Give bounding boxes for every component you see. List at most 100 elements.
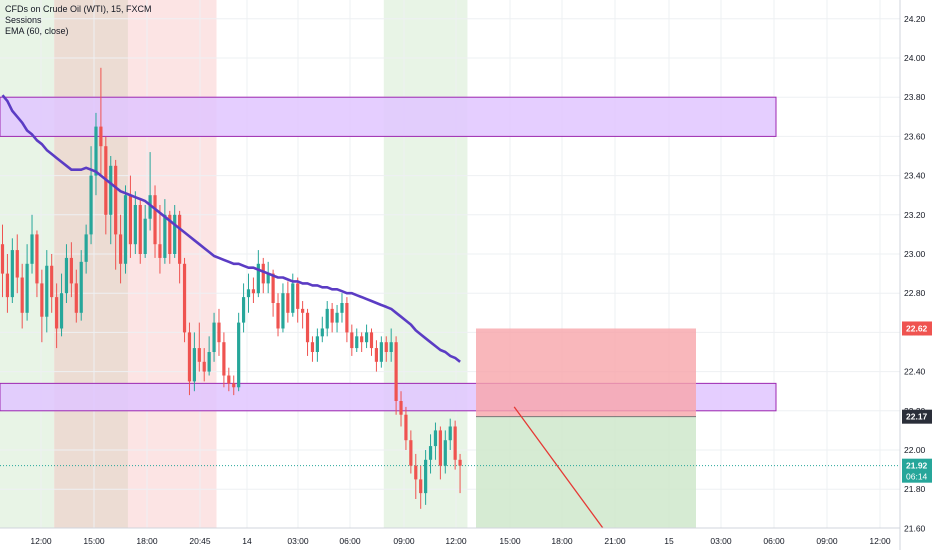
- x-tick-label: 09:00: [393, 536, 415, 546]
- candle-body: [118, 234, 123, 264]
- candle-body: [69, 257, 73, 284]
- y-tick-label: 23.00: [904, 249, 926, 259]
- y-tick-label: 23.60: [904, 131, 926, 141]
- candle-body: [291, 283, 295, 313]
- ema-indicator-label[interactable]: EMA (60, close): [5, 26, 69, 36]
- candle-body: [173, 214, 177, 254]
- x-tick-label: 18:00: [551, 536, 573, 546]
- candle-body: [443, 440, 447, 466]
- candle-body: [237, 322, 241, 388]
- candle-body: [35, 234, 39, 284]
- candle-body: [109, 165, 113, 215]
- x-tick-label: 21:00: [604, 536, 626, 546]
- candle-body: [59, 293, 64, 329]
- candle-body: [158, 244, 162, 258]
- candle-body: [40, 283, 44, 317]
- x-tick-label: 12:00: [869, 536, 891, 546]
- y-tick-label: 22.80: [904, 288, 926, 298]
- candle-body: [0, 244, 5, 274]
- x-tick-label: 06:00: [763, 536, 785, 546]
- x-tick-label: 20:45: [189, 536, 211, 546]
- candle-body: [404, 414, 408, 441]
- candle-body: [433, 430, 438, 447]
- x-tick-label: 12:00: [445, 536, 467, 546]
- candle-body: [178, 214, 182, 264]
- candle-body: [15, 250, 19, 278]
- candle-body: [138, 205, 142, 254]
- candle-body: [389, 342, 393, 352]
- chart-legend: CFDs on Crude Oil (WTI), 15, FXCM Sessio…: [5, 4, 152, 37]
- sessions-indicator-label[interactable]: Sessions: [5, 15, 42, 25]
- candle-body: [114, 165, 118, 235]
- candle-body: [74, 283, 78, 313]
- candle-body: [315, 336, 319, 352]
- candle-body: [79, 261, 83, 313]
- y-tick-label: 21.60: [904, 523, 926, 533]
- symbol-title[interactable]: CFDs on Crude Oil (WTI), 15, FXCM: [5, 4, 152, 14]
- x-tick-label: 09:00: [816, 536, 838, 546]
- candles: [0, 67, 462, 509]
- y-tick-label: 21.80: [904, 484, 926, 494]
- x-tick-label: 12:00: [30, 536, 52, 546]
- candle-body: [310, 342, 315, 352]
- y-tick-label: 23.80: [904, 92, 926, 102]
- candle-body: [182, 263, 187, 333]
- candle-body: [202, 361, 206, 372]
- current-price-label-bg: [902, 458, 932, 483]
- candle-body: [55, 297, 59, 329]
- candle-body: [448, 426, 452, 441]
- stop-loss-zone: [476, 328, 696, 417]
- candle-body: [123, 195, 128, 264]
- candle-body: [133, 205, 137, 245]
- y-tick-label: 22.40: [904, 367, 926, 377]
- candle-body: [453, 426, 457, 460]
- plot-area: [0, 0, 900, 528]
- candle-body: [128, 195, 133, 245]
- candle-body: [369, 332, 374, 349]
- candle-body: [246, 289, 251, 298]
- candle-body: [64, 257, 69, 294]
- candle-body: [84, 234, 88, 262]
- candle-body: [168, 214, 172, 254]
- candle-body: [360, 336, 364, 343]
- current-price-label: 21.92: [906, 461, 928, 471]
- candle-body: [153, 195, 157, 245]
- candle-body: [50, 265, 54, 298]
- candle-body: [419, 479, 423, 494]
- candle-body: [384, 342, 388, 352]
- candle-body: [281, 293, 285, 329]
- candle-body: [414, 465, 418, 480]
- candle-body: [187, 332, 192, 382]
- bar-countdown-label: 06:14: [906, 472, 928, 482]
- entry-price-label-bg: [902, 409, 932, 424]
- candle-body: [143, 218, 147, 254]
- candle-body: [374, 348, 379, 362]
- candle-body: [438, 430, 442, 466]
- candle-body: [355, 336, 359, 349]
- candle-body: [99, 126, 103, 147]
- candle-body: [276, 303, 280, 329]
- y-tick-label: 23.20: [904, 210, 926, 220]
- x-tick-label: 15:00: [499, 536, 521, 546]
- candle-body: [364, 332, 369, 343]
- y-tick-label: 24.20: [904, 14, 926, 24]
- take-profit-zone: [476, 416, 696, 528]
- candle-body: [271, 273, 275, 303]
- candle-body: [261, 263, 265, 284]
- candle-body: [5, 273, 10, 298]
- candle-body: [350, 332, 354, 349]
- candle-body: [30, 234, 34, 264]
- candle-body: [266, 273, 270, 284]
- x-tick-label: 15: [664, 536, 674, 546]
- candle-body: [399, 401, 403, 415]
- candle-body: [458, 459, 462, 466]
- y-tick-label: 22.00: [904, 445, 926, 455]
- x-tick-label: 03:00: [287, 536, 309, 546]
- candle-body: [251, 289, 256, 294]
- candle-body: [25, 263, 29, 313]
- stop-price-label-bg: [902, 321, 932, 336]
- x-tick-label: 06:00: [339, 536, 361, 546]
- candle-body: [345, 303, 349, 333]
